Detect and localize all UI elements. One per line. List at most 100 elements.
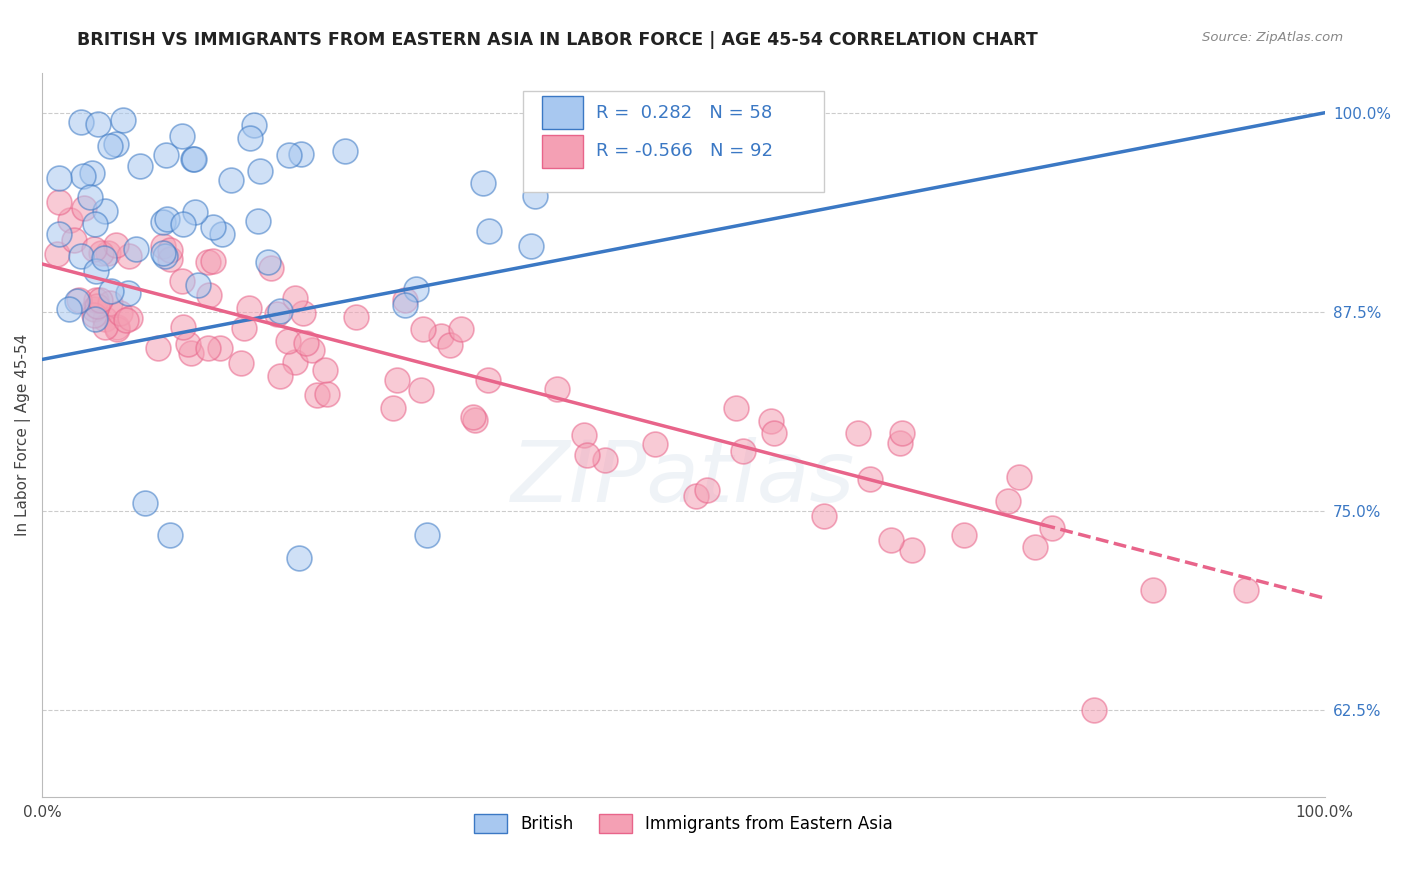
Point — [159, 527, 181, 541]
Point — [430, 329, 453, 343]
Point — [450, 322, 472, 336]
Point — [79, 190, 101, 204]
Point — [233, 321, 256, 335]
Text: Source: ZipAtlas.com: Source: ZipAtlas.com — [1202, 31, 1343, 45]
Point — [546, 382, 568, 396]
Point — [574, 428, 596, 442]
Point — [394, 298, 416, 312]
Point — [439, 338, 461, 352]
Point — [524, 161, 547, 176]
Point — [595, 452, 617, 467]
Text: R =  0.282   N = 58: R = 0.282 N = 58 — [596, 103, 772, 122]
Point — [287, 551, 309, 566]
Point — [155, 148, 177, 162]
Point — [180, 345, 202, 359]
Point — [1083, 702, 1105, 716]
Point — [846, 425, 869, 440]
Point — [301, 343, 323, 358]
Point — [478, 224, 501, 238]
Point — [472, 177, 495, 191]
Point — [477, 373, 499, 387]
Point — [411, 384, 433, 398]
Point — [464, 413, 486, 427]
Point — [1234, 583, 1257, 598]
Point — [238, 301, 260, 316]
Point — [202, 219, 225, 234]
Point — [198, 288, 221, 302]
Point — [344, 310, 367, 324]
Point — [152, 245, 174, 260]
Point — [83, 242, 105, 256]
Point — [187, 278, 209, 293]
Point — [197, 341, 219, 355]
Point — [105, 322, 128, 336]
Point — [997, 494, 1019, 508]
Point — [134, 496, 156, 510]
Point — [48, 194, 70, 209]
Point — [412, 322, 434, 336]
Point — [84, 217, 107, 231]
Point — [108, 306, 131, 320]
Point — [211, 227, 233, 241]
Point — [104, 237, 127, 252]
Point — [100, 285, 122, 299]
Point — [524, 188, 547, 202]
Point — [69, 115, 91, 129]
Point — [87, 117, 110, 131]
Point — [152, 215, 174, 229]
Legend: British, Immigrants from Eastern Asia: British, Immigrants from Eastern Asia — [467, 807, 900, 839]
Point — [170, 274, 193, 288]
Point — [89, 293, 111, 308]
Text: ZIPatlas: ZIPatlas — [512, 437, 855, 520]
Point — [59, 213, 82, 227]
Point — [172, 319, 194, 334]
Point — [115, 313, 138, 327]
Point — [284, 354, 307, 368]
Point — [307, 388, 329, 402]
Point — [385, 373, 408, 387]
Point — [277, 334, 299, 348]
Point — [73, 202, 96, 216]
Point — [889, 436, 911, 450]
Point — [239, 131, 262, 145]
Point — [953, 527, 976, 541]
Point — [46, 247, 69, 261]
Point — [124, 242, 146, 256]
Point — [94, 204, 117, 219]
Point — [520, 239, 543, 253]
Point — [72, 169, 94, 183]
Point — [283, 291, 305, 305]
Point — [314, 363, 336, 377]
Point — [724, 401, 747, 415]
Point — [269, 304, 291, 318]
Point — [83, 302, 105, 317]
Point — [209, 341, 232, 355]
Point — [759, 414, 782, 428]
Point — [80, 166, 103, 180]
Point — [111, 113, 134, 128]
Point — [90, 246, 112, 260]
Point — [249, 164, 271, 178]
Point — [416, 527, 439, 541]
Point — [463, 410, 485, 425]
Point — [269, 368, 291, 383]
Point — [578, 143, 600, 157]
Point — [381, 401, 404, 416]
Point — [1008, 469, 1031, 483]
Point — [63, 233, 86, 247]
Point — [94, 312, 117, 326]
Point — [266, 306, 288, 320]
Point — [176, 337, 198, 351]
Point — [315, 386, 337, 401]
Point — [128, 159, 150, 173]
Point — [172, 129, 194, 144]
FancyBboxPatch shape — [523, 91, 824, 193]
Point — [257, 255, 280, 269]
Point — [58, 301, 80, 316]
Point — [105, 319, 128, 334]
Point — [260, 260, 283, 275]
Point — [1024, 540, 1046, 554]
Point — [879, 533, 901, 547]
Point — [696, 483, 718, 497]
Point — [575, 448, 598, 462]
